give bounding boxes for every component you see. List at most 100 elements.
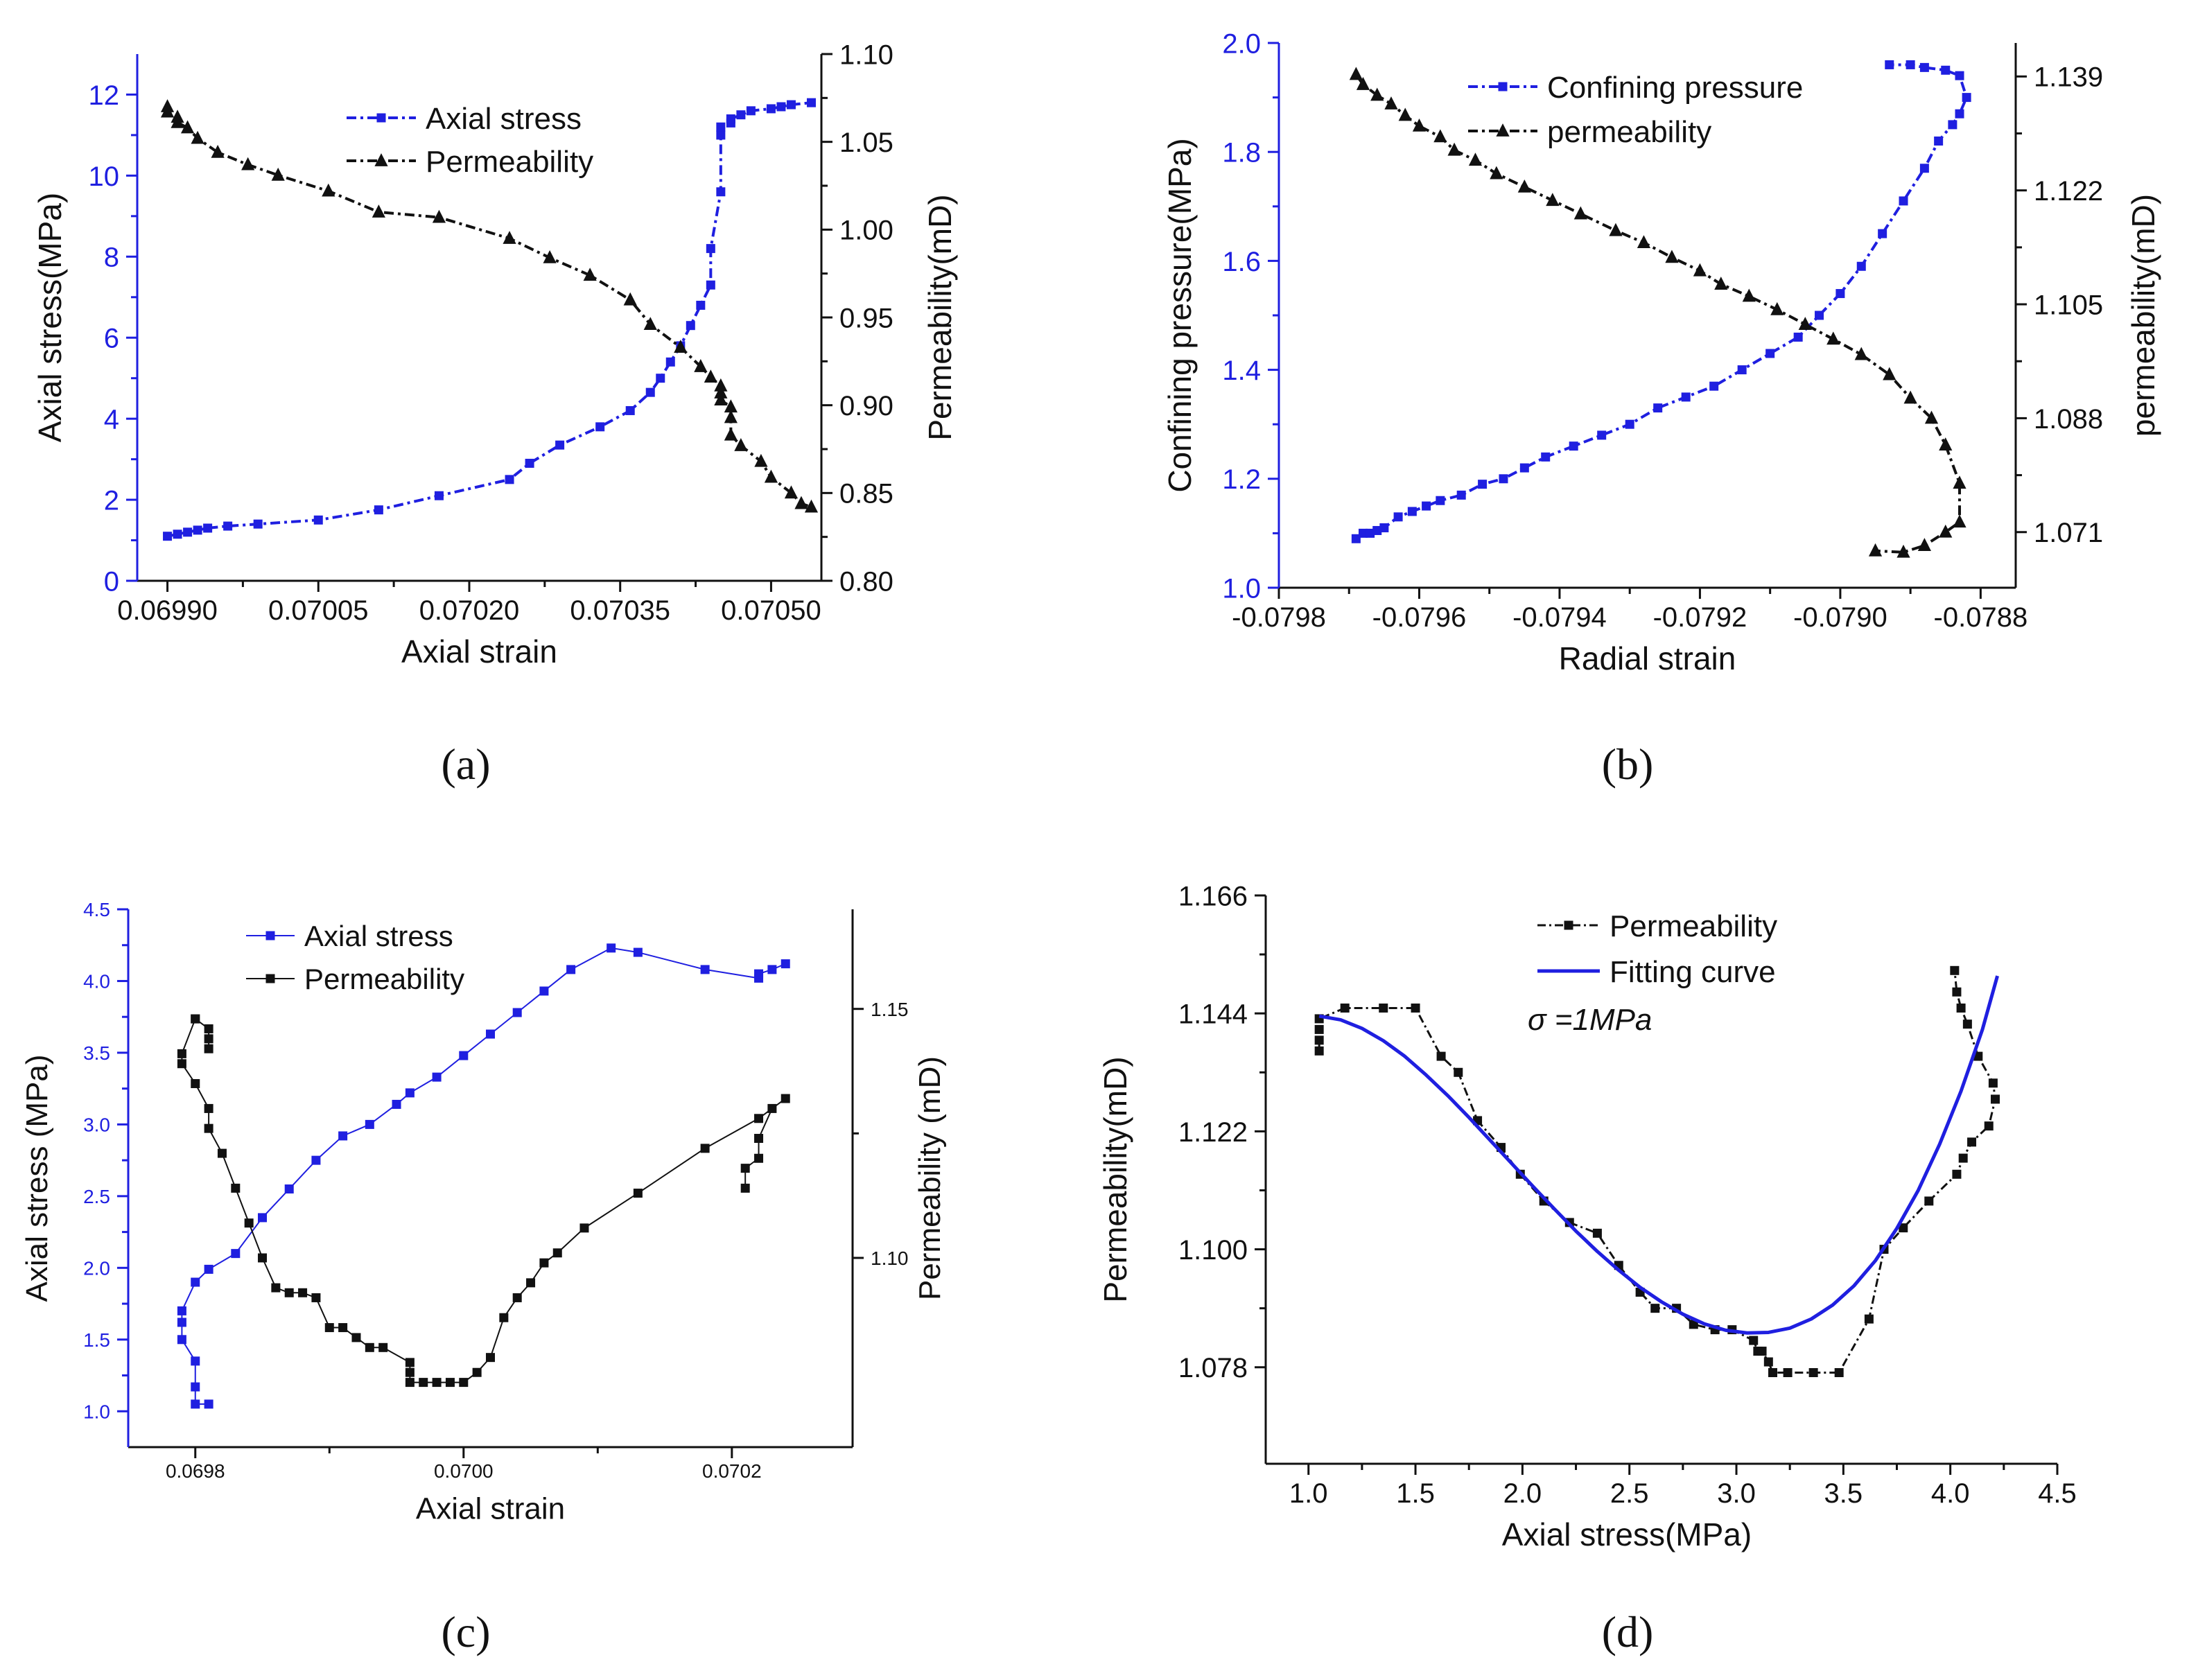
series-0-point (1757, 1347, 1767, 1356)
series-0-point (1958, 1153, 1968, 1163)
series-1-point (1854, 347, 1868, 360)
series-0-point (555, 440, 565, 450)
series-1-point (754, 1153, 764, 1163)
series-1-point (311, 1293, 321, 1302)
legend-marker (376, 113, 386, 123)
series-0-point (311, 1155, 321, 1165)
series-1-point (177, 1049, 186, 1058)
series-1-point (740, 1164, 750, 1173)
x-tick-label: 1.0 (1289, 1478, 1328, 1509)
y-tick-label-right: 1.00 (839, 216, 893, 246)
x-tick-label: -0.0792 (1653, 602, 1747, 633)
series-1-point (633, 1189, 643, 1198)
series-0-point (566, 965, 576, 974)
series-1-point (180, 120, 195, 134)
series-0-point (203, 523, 213, 533)
series-0-point (1834, 1367, 1844, 1377)
series-0-point (173, 530, 182, 539)
y-tick-label-left: 1.2 (1222, 464, 1261, 495)
chart-panel-b: -0.0798 -0.0796 -0.0794 -0.0792 -0.0790 -0.07… (1162, 28, 2161, 789)
series-0-point (313, 515, 323, 525)
series-0-point (1499, 474, 1508, 484)
series-0-point (746, 106, 756, 116)
series-0-point (1597, 430, 1607, 440)
y-tick-label-left: 8 (104, 243, 119, 273)
series-1-point (211, 144, 225, 158)
x-tick-label: -0.0796 (1372, 602, 1467, 633)
series-permeability (160, 99, 819, 513)
series-1-point (459, 1378, 469, 1388)
series-1-point (704, 369, 717, 383)
series-0-point (726, 114, 735, 124)
series-1-point (217, 1148, 227, 1158)
series-0-point (183, 527, 193, 537)
x-tick-label: -0.0798 (1232, 602, 1326, 633)
series-0-point (512, 1008, 522, 1017)
y-tick-label-left: 2.0 (83, 1257, 110, 1279)
x-tick-label: 0.07050 (721, 595, 821, 626)
y-tick-label-right: 1.088 (2034, 404, 2103, 435)
series-0-point (767, 965, 777, 974)
series-0-point (776, 102, 786, 112)
chart-panel-c: 0.0698 0.0700 0.0702 1.0 1.5 2.0 2.5 3.0 3.5 4.0 4… (20, 899, 947, 1656)
y-tick-label-left: 1.166 (1178, 881, 1248, 911)
panel-label: (c) (441, 1607, 490, 1656)
series-0-point (716, 122, 726, 132)
series-1-point (539, 1258, 549, 1268)
series-1-point (241, 157, 255, 170)
series-1-point (486, 1353, 495, 1363)
x-tick-label: 0.07035 (570, 595, 670, 626)
series-1-point (1924, 410, 1939, 424)
series-0-point (486, 1029, 495, 1039)
y-tick-label-right: 1.10 (839, 40, 893, 70)
series-1-point (1896, 544, 1910, 558)
series-1-point (526, 1278, 536, 1288)
series-group (160, 98, 819, 541)
series-0-point (1709, 381, 1719, 391)
legend-marker (265, 974, 275, 983)
series-0-point (191, 1399, 200, 1409)
series-0-point (1924, 1196, 1934, 1206)
series-1-point (204, 1103, 213, 1113)
y-tick-label-left: 1.0 (1222, 573, 1261, 604)
y-tick-label-right: 0.90 (839, 391, 893, 421)
series-0-point (1407, 507, 1417, 516)
series-fitting-curve (1318, 975, 1999, 1335)
y-tick-label-left: 1.122 (1178, 1117, 1248, 1148)
series-1-point (714, 385, 728, 399)
series-1-point (643, 317, 657, 331)
series-1-point (298, 1288, 308, 1297)
x-tick-label: 3.0 (1717, 1478, 1756, 1509)
series-permeability (1349, 67, 1966, 558)
y-axis-label-left: Axial stress(MPa) (32, 193, 68, 442)
series-0-point (1919, 164, 1929, 173)
series-0-point (1358, 528, 1368, 538)
legend-label: Permeability (304, 963, 464, 995)
series-1-point (804, 499, 819, 513)
x-axis-label: Axial strain (401, 633, 557, 670)
series-1-point (284, 1288, 294, 1297)
series-1-point (512, 1293, 522, 1302)
legend-label: Permeability (1610, 909, 1777, 943)
series-1-line (1318, 975, 1999, 1335)
series-1-point (372, 204, 385, 218)
series-0-point (1569, 441, 1578, 451)
series-permeability (1314, 965, 2000, 1377)
x-tick-label: 0.0700 (434, 1460, 494, 1482)
series-1-point (1447, 142, 1461, 156)
series-axial-stress (177, 943, 790, 1409)
series-0-point (284, 1184, 294, 1194)
series-0-point (223, 521, 233, 531)
series-1-point (674, 340, 688, 353)
series-1-point (1384, 96, 1398, 110)
series-0-point (1625, 419, 1634, 429)
series-1-point (714, 378, 728, 392)
x-tick-label: 2.5 (1610, 1478, 1649, 1509)
series-0-point (1763, 1357, 1773, 1367)
series-0-point (1793, 332, 1803, 342)
y-axis-label-left: Permeability(mD) (1097, 1056, 1133, 1302)
series-1-point (724, 410, 738, 423)
series-0-point (686, 321, 695, 331)
series-0-point (1340, 1003, 1350, 1013)
series-1-line (181, 1018, 787, 1383)
